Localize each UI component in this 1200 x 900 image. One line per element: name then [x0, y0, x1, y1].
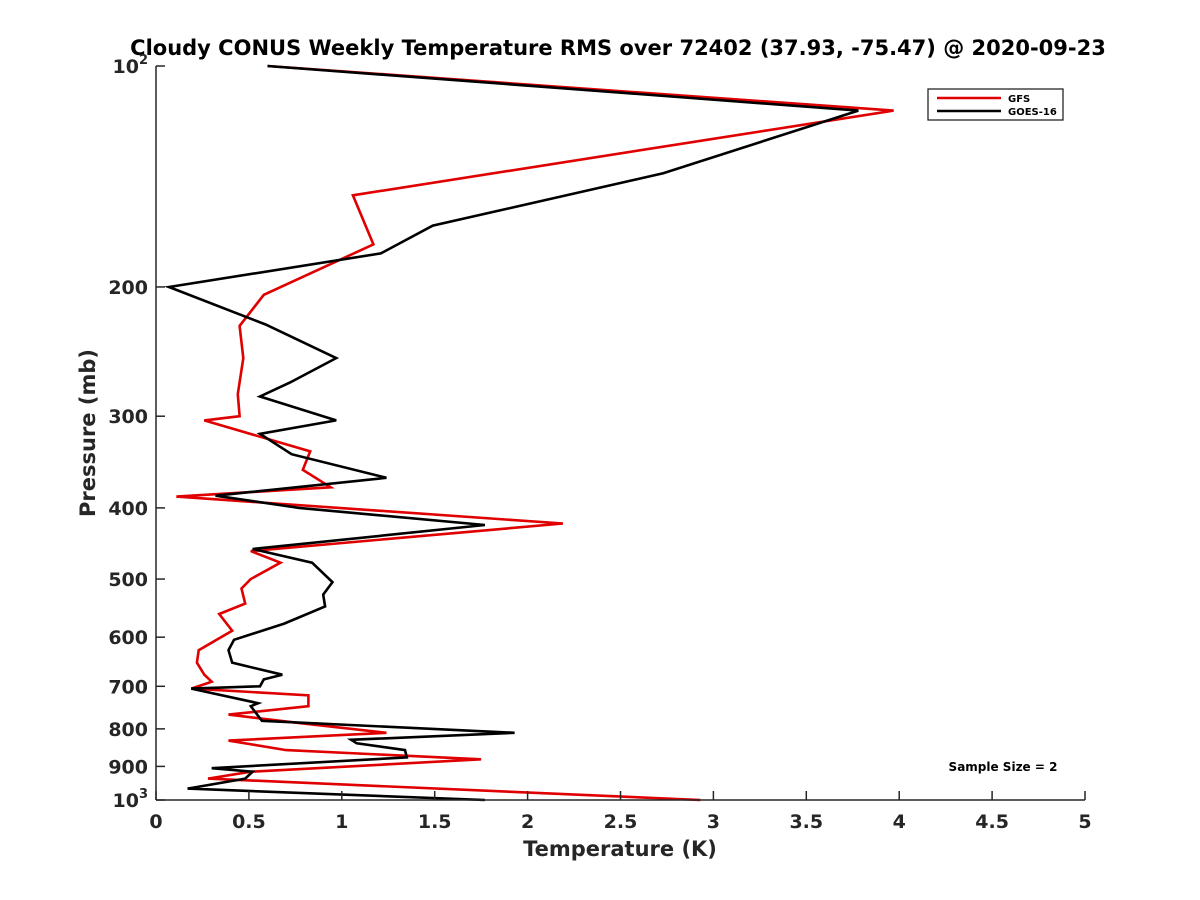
y-tick-label: 800 [108, 719, 148, 741]
x-tick-label: 0.5 [232, 811, 266, 833]
y-tick-label: 103 [113, 787, 149, 812]
chart-title: Cloudy CONUS Weekly Temperature RMS over… [130, 36, 1106, 60]
axes-layer [155, 66, 1085, 801]
legend-label: GOES-16 [1008, 107, 1057, 118]
x-axis-title: Temperature (K) [523, 837, 717, 861]
legend: GFS GOES-16 [927, 88, 1064, 121]
legend-label: GFS [1008, 94, 1030, 105]
y-tick-label: 500 [108, 569, 148, 591]
y-tick-label: 700 [108, 676, 148, 698]
x-axis-ticks: 0 0.5 1 1.5 2 2.5 3 3.5 4 4.5 5 [149, 791, 1092, 833]
y-tick-label: 200 [108, 277, 148, 299]
y-axis-ticks: 102 200 300 400 500 600 700 800 900 103 [108, 53, 165, 812]
y-axis-title: Pressure (mb) [76, 349, 100, 517]
x-tick-label: 0 [149, 811, 162, 833]
x-tick-label: 2.5 [604, 811, 638, 833]
series-layer [164, 64, 894, 802]
x-tick-label: 5 [1078, 811, 1091, 833]
y-tick-label: 300 [108, 406, 148, 428]
series-line-gfs [176, 64, 894, 802]
y-tick-label: 900 [108, 756, 148, 778]
legend-box [927, 88, 1064, 121]
x-tick-label: 2 [521, 811, 534, 833]
y-tick-label: 400 [108, 498, 148, 520]
x-tick-label: 1.5 [418, 811, 452, 833]
x-tick-label: 1 [335, 811, 348, 833]
sample-size-annotation: Sample Size = 2 [949, 760, 1058, 774]
y-tick-label: 600 [108, 627, 148, 649]
x-tick-label: 4.5 [975, 811, 1009, 833]
x-tick-label: 3.5 [789, 811, 823, 833]
series-line-goes-16 [164, 64, 859, 802]
y-tick-label: 102 [113, 53, 149, 78]
x-tick-label: 4 [893, 811, 906, 833]
x-tick-label: 3 [707, 811, 720, 833]
